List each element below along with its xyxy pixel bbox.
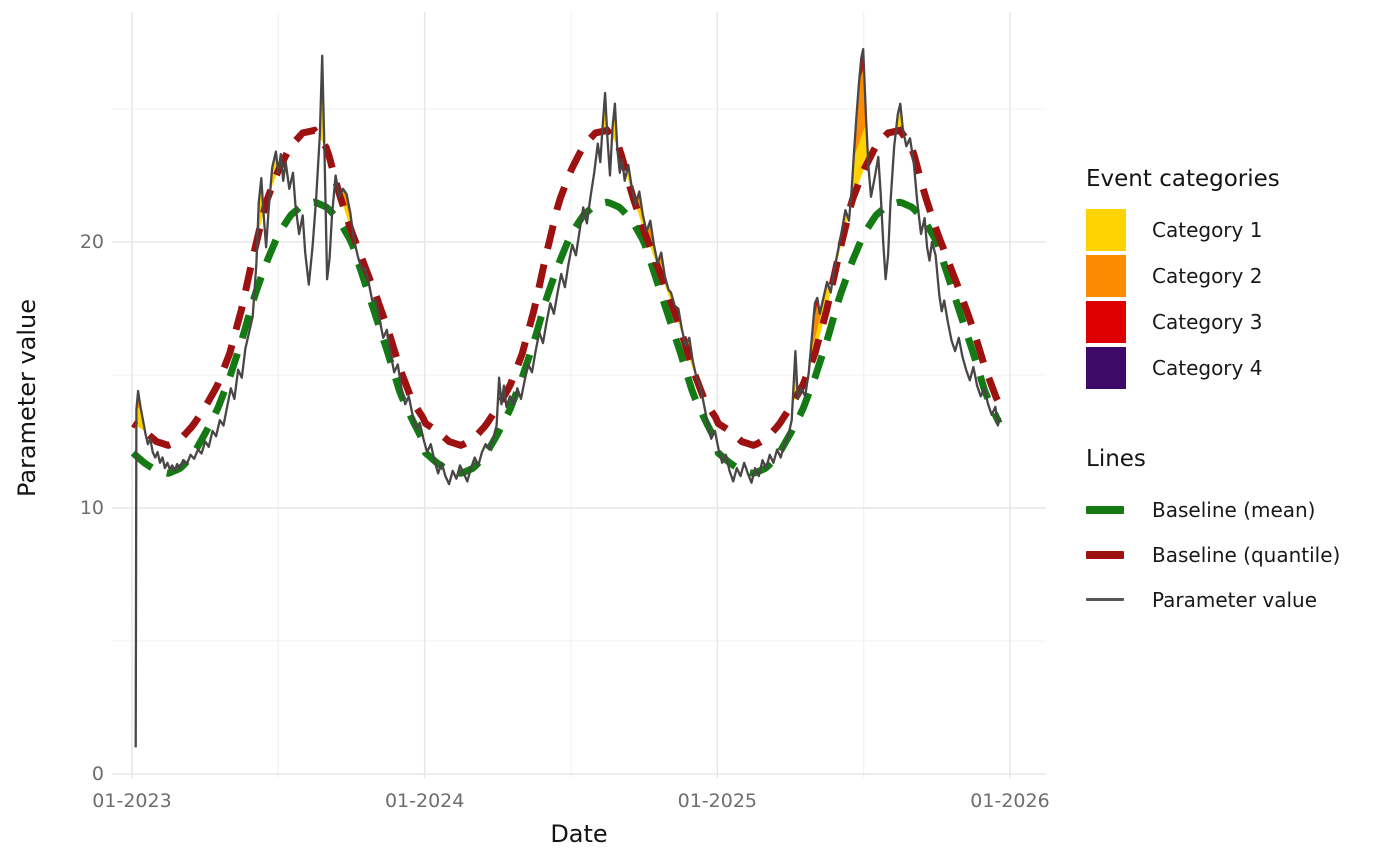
x-tick-label: 01-2025 (677, 790, 758, 812)
legend-category-item: Category 2 (1086, 253, 1386, 299)
category-color-swatch (1086, 209, 1126, 251)
category-label: Category 2 (1152, 264, 1263, 288)
category-color-swatch (1086, 347, 1126, 389)
legend-line-item: Baseline (quantile) (1086, 532, 1386, 577)
line-label: Baseline (quantile) (1152, 542, 1341, 567)
y-tick-label: 0 (91, 763, 104, 785)
gridlines (112, 12, 1046, 778)
y-tick-label: 20 (79, 231, 104, 253)
legend-categories-title: Event categories (1086, 166, 1280, 192)
legend-lines-items: Baseline (mean) Baseline (quantile) Parame… (1086, 487, 1386, 622)
legend-event-categories: Event categories Category 1 Category 2 Cat… (1086, 166, 1386, 391)
y-axis-title: Parameter value (13, 298, 41, 498)
parameter-value-curve (134, 47, 1002, 748)
line-label: Parameter value (1152, 587, 1318, 612)
category-label: Category 1 (1152, 218, 1263, 242)
x-tick-label: 01-2026 (970, 790, 1050, 812)
legend-category-item: Category 4 (1086, 345, 1386, 391)
legend-lines-title: Lines (1086, 446, 1146, 472)
x-tick-label: 01-2023 (92, 790, 172, 812)
baseline-mean-curve (130, 198, 1003, 477)
legend-category-item: Category 3 (1086, 299, 1386, 345)
y-tick-label: 10 (79, 497, 104, 519)
category-color-swatch (1086, 255, 1126, 297)
category-label: Category 3 (1152, 310, 1263, 334)
event-area-category-2 (342, 188, 352, 226)
legend-categories-items: Category 1 Category 2 Category 3 Category 4 (1086, 207, 1386, 391)
legend-lines: Lines Baseline (mean) Baseline (quantile)… (1086, 446, 1386, 622)
x-axis-title: Date (550, 820, 608, 848)
event-area-category-2 (853, 49, 867, 158)
line-style-sample (1086, 598, 1124, 601)
line-label: Baseline (mean) (1152, 497, 1316, 522)
category-label: Category 4 (1152, 356, 1263, 380)
line-style-sample (1086, 550, 1124, 559)
legend-line-item: Parameter value (1086, 577, 1386, 622)
line-style-sample (1086, 505, 1124, 514)
legend-category-item: Category 1 (1086, 207, 1386, 253)
legend-line-item: Baseline (mean) (1086, 487, 1386, 532)
category-color-swatch (1086, 301, 1126, 343)
observed-line (134, 47, 1002, 748)
x-tick-label: 01-2024 (384, 790, 465, 812)
